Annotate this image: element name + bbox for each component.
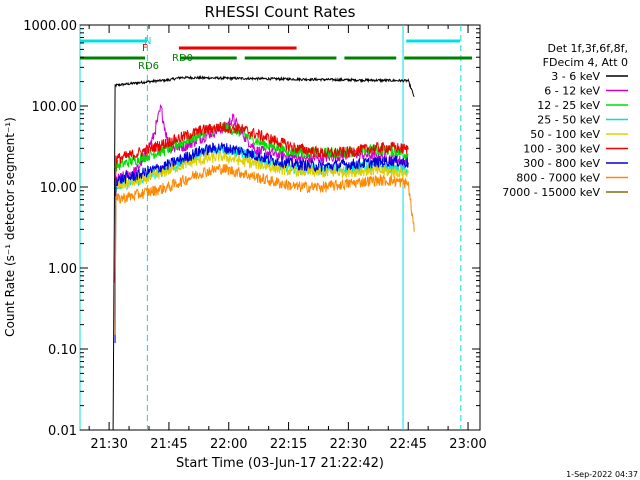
y-axis-label: Count Rate (s⁻¹ detector segment⁻¹) (3, 117, 17, 337)
x-tick-label: 22:00 (210, 437, 247, 452)
legend: Det 1f,3f,6f,8f,FDecim 4, Att 03 - 6 keV… (502, 42, 628, 199)
y-tick-label: 0.01 (48, 424, 77, 439)
annotation-label: RD6 (138, 61, 159, 72)
x-tick-label: 23:00 (449, 437, 486, 452)
x-tick-label: 22:30 (330, 437, 367, 452)
y-axis-ticks: 0.01 0.10 1.00 10.00 100.00 1000.00 (23, 19, 480, 439)
plot-frame (79, 24, 481, 431)
series-line (114, 121, 409, 172)
legend-label: 3 - 6 keV (551, 70, 600, 83)
x-axis-ticks: 21:30 21:45 22:00 22:15 22:30 22:45 23:00 (88, 25, 487, 452)
series-line (112, 74, 415, 430)
vlines-group (79, 25, 462, 430)
legend-header: Det 1f,3f,6f,8f, (547, 42, 628, 55)
legend-label: 6 - 12 keV (544, 85, 600, 98)
annotation-label: F (142, 43, 148, 54)
y-tick-label: 10.00 (40, 181, 77, 196)
x-tick-label: 22:15 (270, 437, 307, 452)
legend-label: 7000 - 15000 keV (502, 186, 600, 199)
y-tick-label: 1.00 (48, 262, 77, 277)
legend-label: 100 - 300 keV (523, 143, 600, 156)
legend-label: 25 - 50 keV (537, 114, 600, 127)
legend-label: 50 - 100 keV (530, 128, 600, 141)
series-line (114, 163, 415, 335)
series-line (114, 142, 409, 344)
legend-label: 300 - 800 keV (523, 157, 600, 170)
x-axis-label: Start Time (03-Jun-17 21:22:42) (176, 456, 384, 471)
y-tick-label: 100.00 (32, 100, 78, 115)
y-tick-label: 0.10 (48, 343, 77, 358)
timestamp: 1-Sep-2022 04:37 (566, 470, 638, 479)
bars-group (80, 39, 473, 60)
annotation-label: N (144, 36, 151, 47)
y-tick-label: 1000.00 (23, 19, 77, 34)
legend-header: FDecim 4, Att 0 (543, 56, 628, 69)
series-group (112, 74, 415, 430)
x-tick-label: 21:45 (150, 437, 187, 452)
legend-label: 12 - 25 keV (537, 99, 600, 112)
chart-title: RHESSI Count Rates (205, 3, 356, 21)
legend-label: 800 - 7000 keV (516, 172, 600, 185)
x-tick-label: 21:30 (90, 437, 127, 452)
annotation-label: RD0 (172, 53, 193, 64)
series-line (114, 122, 409, 283)
x-tick-label: 22:45 (389, 437, 426, 452)
annotations-group: NF RD6 RD0 (138, 36, 193, 72)
